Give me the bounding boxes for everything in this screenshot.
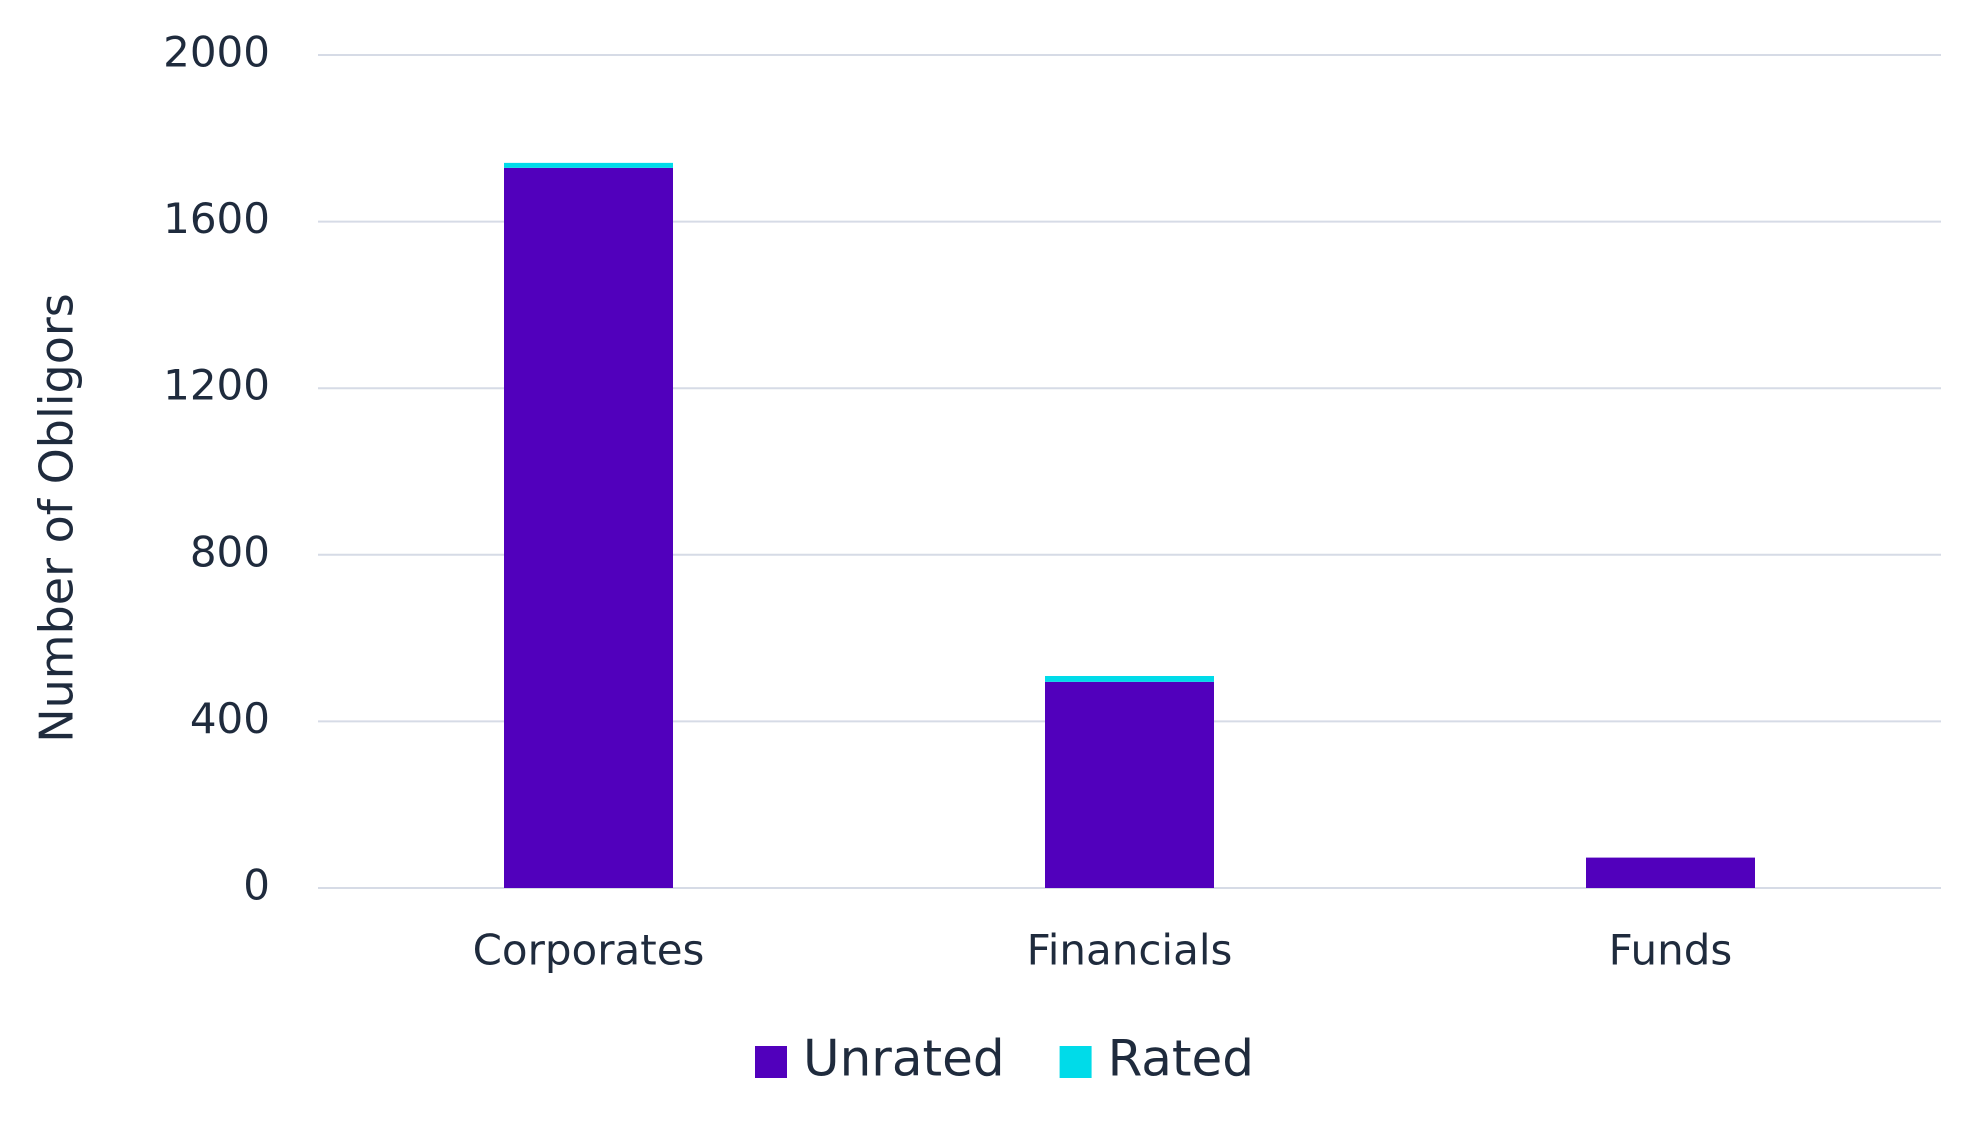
x-tick-label: Corporates: [473, 926, 705, 975]
x-tick-label: Funds: [1609, 926, 1733, 975]
legend-swatch: [755, 1046, 787, 1078]
bar-segment: [504, 162, 673, 168]
x-tick-label: Financials: [1027, 926, 1233, 975]
legend-label: Rated: [1108, 1030, 1254, 1088]
legend-label: Unrated: [803, 1030, 1005, 1088]
bar-segment: [504, 167, 673, 888]
bar-segment: [1045, 676, 1214, 682]
y-tick-label: 400: [190, 694, 270, 743]
y-tick-label: 1200: [163, 361, 270, 410]
bar-segment: [1045, 681, 1214, 888]
y-tick-label: 0: [243, 861, 270, 910]
bar-segment: [1586, 857, 1755, 888]
y-tick-label: 800: [190, 527, 270, 576]
legend-swatch: [1059, 1046, 1092, 1078]
y-tick-label: 1600: [163, 194, 270, 243]
y-axis-title: Number of Obligors: [30, 293, 84, 743]
y-tick-label: 2000: [163, 28, 270, 77]
